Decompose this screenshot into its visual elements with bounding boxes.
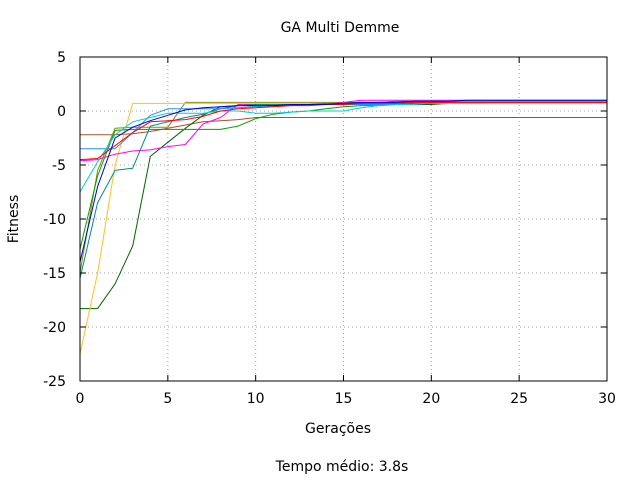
series-line-11 <box>79 99 607 263</box>
y-tick-label: -10 <box>43 212 66 228</box>
y-tick-label: 5 <box>57 50 66 66</box>
series-line-9 <box>79 100 607 193</box>
series-line-1 <box>80 117 607 136</box>
x-tick-label: 15 <box>335 391 353 407</box>
x-tick-label: 0 <box>76 391 85 407</box>
x-tick-label: 5 <box>163 391 172 407</box>
x-tick-label: 25 <box>510 391 528 407</box>
y-tick-label: -5 <box>52 158 66 174</box>
y-tick-label: 0 <box>57 104 66 120</box>
y-tick-label: -20 <box>43 320 66 336</box>
x-tick-label: 30 <box>598 391 616 407</box>
series-lines <box>79 99 607 355</box>
y-tick-label: -25 <box>43 374 66 390</box>
x-tick-label: 20 <box>422 391 440 407</box>
y-tick-label: -15 <box>43 266 66 282</box>
axis-ticks: 0 5 10 15 20 25 30 -25 -20 -15 -10 -5 0 5 <box>43 50 616 407</box>
x-axis-label: Gerações <box>305 421 371 437</box>
footer-note: Tempo médio: 3.8s <box>275 459 409 475</box>
y-axis-label: Fitness <box>6 195 22 244</box>
x-tick-label: 10 <box>247 391 265 407</box>
chart-title: GA Multi Demme <box>281 20 400 36</box>
series-line-10 <box>79 101 607 161</box>
